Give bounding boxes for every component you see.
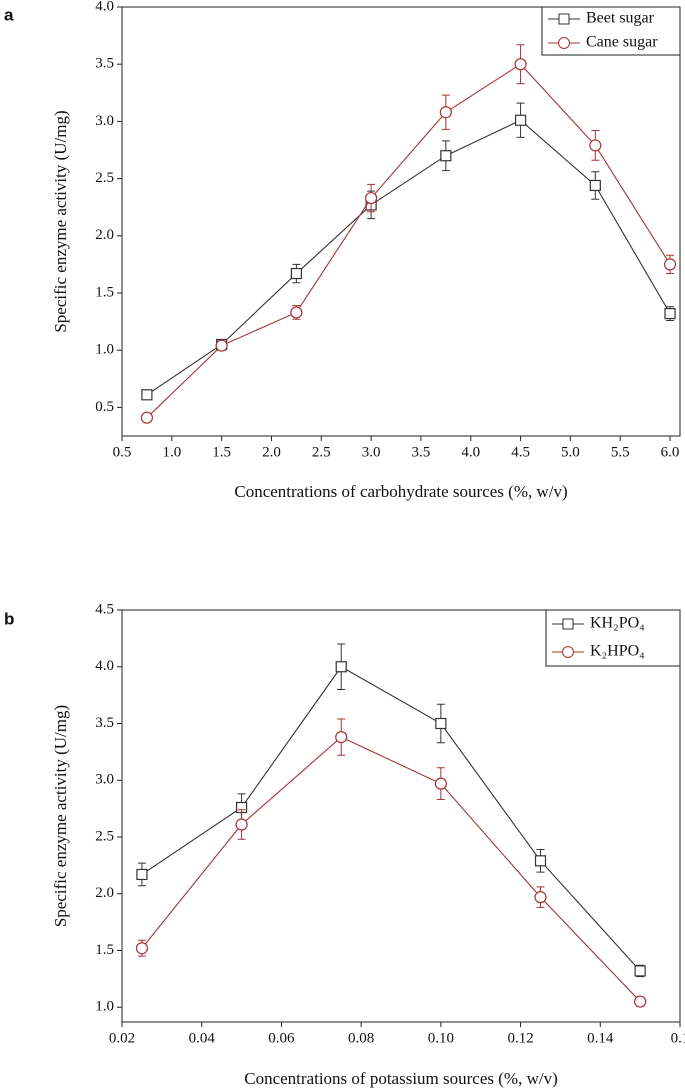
x-tick-label: 0.06: [268, 1030, 295, 1046]
legend-label: KH₂PO₄: [590, 615, 645, 632]
marker: [514, 114, 527, 126]
x-tick-label: 0.04: [189, 1030, 216, 1046]
marker: [290, 306, 303, 319]
panel-label: b: [4, 609, 14, 628]
legend-marker: [558, 37, 570, 49]
y-tick-label: 2.5: [95, 828, 114, 844]
y-tick-label: 1.5: [95, 942, 114, 958]
marker: [365, 191, 378, 205]
x-tick-label: 0.14: [587, 1030, 614, 1046]
x-tick-label: 1.5: [212, 444, 231, 460]
marker: [589, 139, 602, 152]
y-tick-label: 0.5: [95, 399, 114, 415]
marker: [534, 891, 547, 904]
x-tick-label: 3.0: [362, 444, 381, 460]
x-tick-label: 4.0: [461, 444, 480, 460]
y-axis-label: Specific enzyme activity (U/mg): [51, 705, 70, 927]
y-tick-label: 1.0: [95, 342, 114, 358]
marker: [335, 661, 347, 673]
legend-marker: [562, 646, 574, 658]
series: [135, 718, 647, 1008]
marker: [141, 389, 153, 401]
series: [136, 643, 646, 978]
y-tick-label: 1.0: [95, 999, 114, 1015]
x-tick-label: 4.5: [511, 444, 530, 460]
legend-marker: [558, 13, 570, 25]
series-line: [146, 119, 671, 396]
marker: [290, 267, 302, 280]
y-tick-label: 4.5: [95, 601, 114, 617]
marker: [434, 777, 447, 790]
marker: [634, 995, 647, 1008]
marker: [435, 717, 447, 730]
marker: [663, 258, 677, 271]
marker: [140, 411, 154, 424]
x-tick-label: 3.5: [412, 444, 431, 460]
x-tick-label: 5.5: [611, 444, 630, 460]
x-tick-label: 5.0: [561, 444, 580, 460]
marker: [439, 106, 452, 119]
legend-label: Beet sugar: [586, 10, 655, 27]
series-line: [146, 63, 671, 419]
marker: [235, 818, 248, 831]
series-line: [141, 666, 641, 972]
series: [140, 44, 677, 424]
y-tick-label: 2.0: [95, 227, 114, 243]
x-tick-label: 0.12: [507, 1030, 533, 1046]
y-tick-label: 1.5: [95, 284, 114, 300]
y-tick-label: 3.0: [95, 113, 114, 129]
marker: [514, 58, 527, 71]
marker: [335, 731, 348, 744]
y-tick-label: 3.5: [95, 715, 114, 731]
x-tick-label: 0.10: [428, 1030, 454, 1046]
marker: [440, 150, 452, 162]
x-tick-label: 2.5: [312, 444, 331, 460]
marker: [215, 339, 228, 352]
y-tick-label: 3.5: [95, 56, 114, 72]
marker: [534, 855, 547, 867]
x-tick-label: 2.0: [262, 444, 281, 460]
plot-frame: [121, 609, 681, 1023]
legend-marker: [562, 618, 574, 630]
legend-label: Cane sugar: [586, 34, 658, 51]
plot-frame: [121, 6, 681, 437]
y-tick-label: 2.5: [95, 170, 114, 186]
marker: [634, 965, 646, 977]
y-axis-label: Specific enzyme activity (U/mg): [51, 110, 70, 332]
marker: [136, 868, 148, 881]
x-axis-label: Concentrations of carbohydrate sources (…: [234, 482, 567, 501]
x-axis-label: Concentrations of potassium sources (%, …: [244, 1069, 558, 1088]
panel-label: a: [4, 5, 14, 24]
x-tick-label: 0.02: [109, 1030, 135, 1046]
x-tick-label: 6.0: [661, 444, 680, 460]
x-tick-label: 1.0: [162, 444, 181, 460]
x-tick-label: 0.1: [671, 1030, 685, 1046]
x-tick-label: 0.08: [348, 1030, 374, 1046]
series-line: [141, 736, 641, 1002]
marker: [589, 179, 601, 192]
y-tick-label: 4.0: [95, 658, 114, 674]
legend-label: K₂HPO₄: [590, 643, 645, 660]
y-tick-label: 2.0: [95, 885, 114, 901]
marker: [135, 942, 149, 955]
marker: [664, 307, 676, 320]
y-tick-label: 4.0: [95, 0, 114, 14]
y-tick-label: 3.0: [95, 772, 114, 788]
x-tick-label: 0.5: [113, 444, 132, 460]
